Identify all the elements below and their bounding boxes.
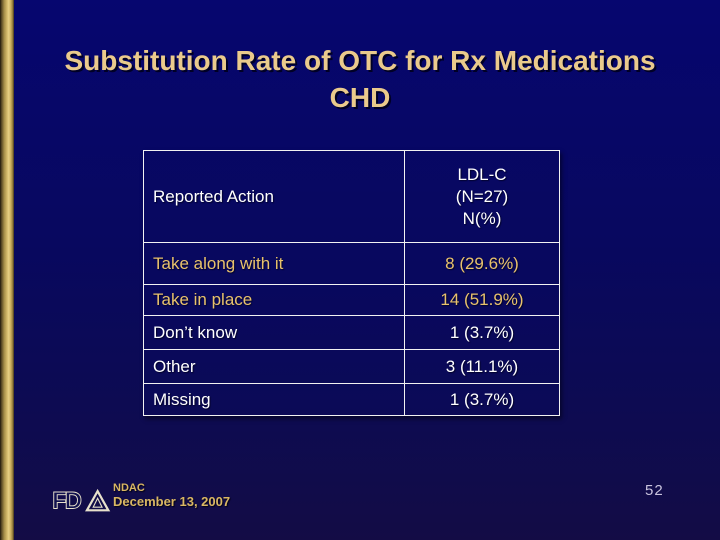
row-value: 1 (3.7%)	[404, 315, 560, 350]
table-row: Take in place 14 (51.9%)	[143, 284, 560, 316]
row-action-label: Take along with it	[143, 242, 405, 285]
table-row: Don’t know 1 (3.7%)	[143, 315, 560, 350]
table-row: Missing 1 (3.7%)	[143, 383, 560, 416]
page-number: 52	[645, 482, 664, 499]
row-action-label: Don’t know	[143, 315, 405, 350]
header-ldlc: LDL-C (N=27) N(%)	[404, 150, 560, 243]
header-ldlc-line1: LDL-C	[457, 164, 507, 184]
row-value: 3 (11.1%)	[404, 349, 560, 384]
footer-date: December 13, 2007	[113, 494, 231, 509]
slide-title-line1: Substitution Rate of OTC for Rx Medicati…	[64, 45, 656, 76]
substitution-table: Reported Action LDL-C (N=27) N(%) Take a…	[143, 150, 560, 416]
slide-title-line2: CHD	[329, 82, 391, 113]
left-edge-stripe	[0, 0, 14, 540]
row-action-label: Other	[143, 349, 405, 384]
header-ldlc-line3: N(%)	[462, 208, 502, 228]
footer-text: NDAC December 13, 2007	[113, 482, 230, 509]
row-action-label: Missing	[143, 383, 405, 416]
table-header-row: Reported Action LDL-C (N=27) N(%)	[143, 150, 560, 243]
row-action-label: Take in place	[143, 284, 405, 316]
row-value: 14 (51.9%)	[404, 284, 560, 316]
svg-text:FD: FD	[53, 488, 82, 515]
row-value: 8 (29.6%)	[404, 242, 560, 285]
table-row: Other 3 (11.1%)	[143, 349, 560, 384]
header-reported-action: Reported Action	[143, 150, 405, 243]
slide-title: Substitution Rate of OTC for Rx Medicati…	[20, 42, 700, 116]
row-value: 1 (3.7%)	[404, 383, 560, 416]
fda-logo-icon: FD	[53, 487, 111, 515]
table-row: Take along with it 8 (29.6%)	[143, 242, 560, 285]
footer-org: NDAC	[113, 482, 145, 494]
header-ldlc-line2: (N=27)	[455, 186, 509, 206]
